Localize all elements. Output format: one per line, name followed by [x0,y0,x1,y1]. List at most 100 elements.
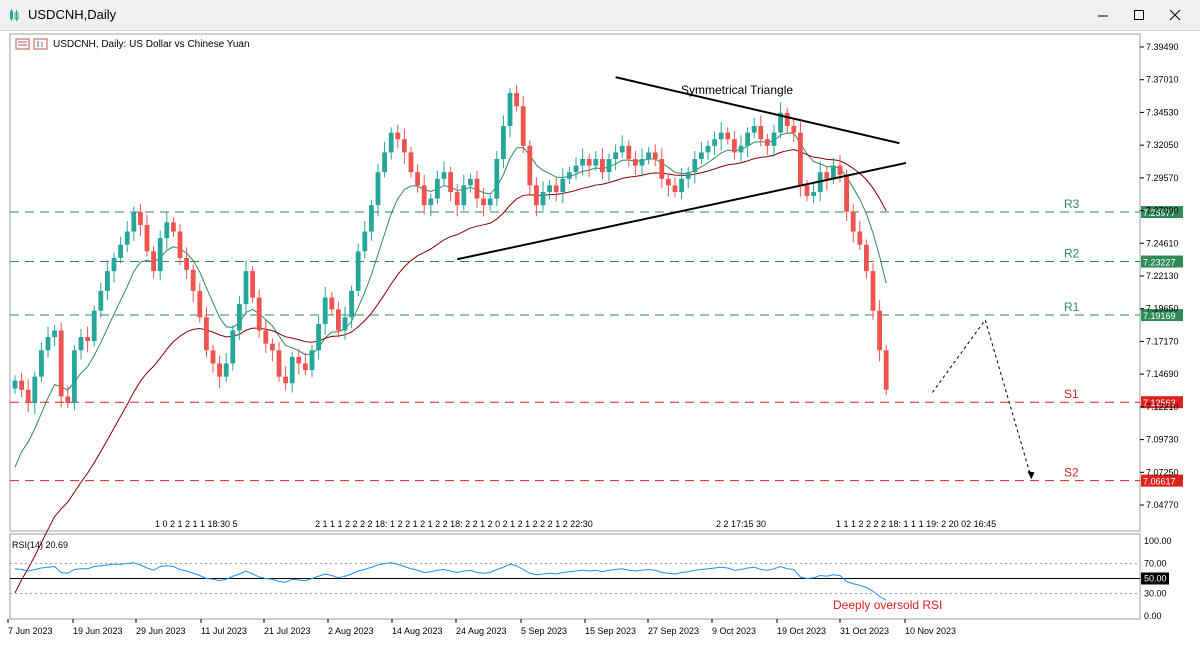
candle-body [448,172,453,192]
candle-body [454,191,460,206]
x-tick-label: 9 Oct 2023 [712,626,756,636]
candle-body [204,317,209,351]
candle-body [118,244,123,258]
x-tick-label: 5 Sep 2023 [521,626,567,636]
candle-body [223,363,229,377]
level-r3-label: R3 [1064,197,1080,211]
candle-body [316,323,321,351]
level-s2-price: 7.06617 [1143,477,1176,487]
candle-body [883,350,889,390]
candle-body [355,251,361,291]
y-tick-label: 7.24610 [1146,238,1179,248]
candle-body [289,356,295,384]
y-tick-label: 7.32050 [1146,140,1179,150]
candle-body [567,172,572,179]
price-pane-border [9,33,1141,532]
candle-body [514,93,519,107]
candle-body [388,132,394,153]
x-tick-label: 29 Jun 2023 [136,626,186,636]
candle-body [45,337,51,351]
candle-body [487,198,493,206]
session-time-label: 2 1 1 1 2 2 2 2 18: 1 2 2 1 2 1 2 2 18: … [315,519,593,529]
session-time-label: 1 1 1 2 2 2 2 18: 1 1 1 19: 2 20 02 16:4… [836,519,996,529]
candle-body [91,310,97,342]
candle-body [804,185,810,196]
candle-body [19,380,24,390]
candle-body [844,174,849,212]
candle-body [382,152,387,173]
candle-body [784,112,790,127]
candle-body [481,198,486,206]
candle-body [402,139,407,153]
y-tick-label: 7.22130 [1146,271,1179,281]
level-r1-price-box [1141,309,1183,322]
candle-body [98,290,104,311]
candle-body [349,290,354,318]
candle-body [52,330,57,338]
candle-body [362,231,368,252]
candle-body [151,251,156,272]
close-button[interactable] [1157,0,1193,30]
candle-body [303,363,308,371]
minimize-button[interactable] [1085,0,1121,30]
candle-body [164,222,170,239]
candle-body [210,350,216,364]
y-tick-label: 7.29570 [1146,173,1179,183]
x-tick-label: 24 Aug 2023 [456,626,507,636]
candle-body [699,152,704,159]
x-tick-label: 7 Jun 2023 [8,626,53,636]
candle-body [751,126,757,133]
y-tick-label: 7.14690 [1146,369,1179,379]
chart-area[interactable]: R3 7.26977 R2 7.23227 R1 7.19169 S1 7.12563 S2 7.… [0,31,1200,650]
candle-body [184,257,189,270]
candle-body [870,271,876,311]
rsi-pane-border [9,533,1141,620]
candle-body [606,158,612,173]
price-chart[interactable]: R3 7.26977 R2 7.23227 R1 7.19169 S1 7.12563 S2 7.… [0,31,1200,650]
candle-body [415,172,420,186]
maximize-button[interactable] [1121,0,1157,30]
candle-body [679,178,684,192]
candle-body [336,309,341,331]
candle-body [138,211,143,225]
level-s1-label: S1 [1064,387,1079,401]
level-r1-label: R1 [1064,300,1080,314]
x-tick-label: 11 Jul 2023 [201,626,247,636]
level-r3-price: 7.26977 [1143,208,1176,218]
level-r2-label: R2 [1064,247,1080,261]
candle-body [692,158,698,173]
candle-body [633,158,638,166]
candle-body [520,106,526,146]
candle-body [157,238,163,272]
level-s2-label: S2 [1064,466,1079,480]
candle-body [613,152,618,159]
projection-arrowhead [1027,471,1035,480]
candle-body [111,257,117,272]
ema-slow-line [14,148,887,594]
candle-body [738,145,744,153]
candle-body [593,158,599,166]
candle-body [408,152,414,173]
level-r2-price-box [1141,255,1183,268]
candle-body [105,271,110,291]
level-s1-price: 7.12563 [1143,398,1176,408]
candle-body [369,205,374,232]
y-tick-label: 7.17170 [1146,336,1179,346]
candle-body [197,290,203,318]
chart-header-icons [15,38,48,50]
candle-body [243,271,249,305]
candle-body [131,211,137,232]
y-tick-label: 7.27090 [1146,206,1179,216]
oversold-annotation: Deeply oversold RSI [833,598,942,612]
candle-body [534,185,539,206]
candle-body [758,126,764,140]
x-tick-label: 21 Jul 2023 [264,626,311,636]
candle-body [619,145,625,153]
candle-body [837,165,843,175]
candle-body [718,132,724,140]
level-r3-price-box [1141,206,1183,219]
candle-body [25,389,31,404]
candle-body [32,376,38,404]
candle-body [540,191,546,206]
candle-body [72,350,77,404]
